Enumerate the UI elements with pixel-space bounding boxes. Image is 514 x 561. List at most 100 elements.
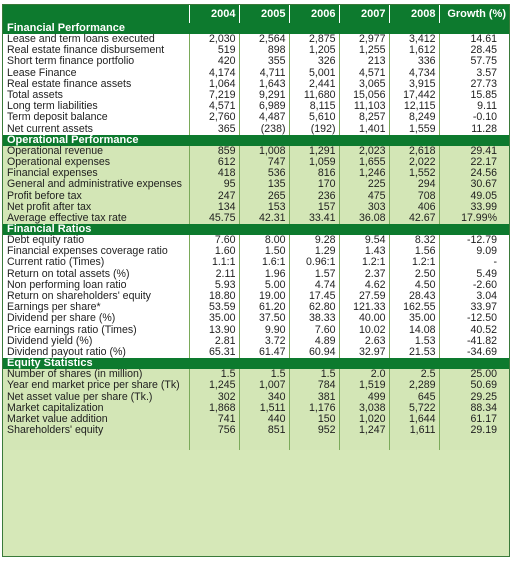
value-cell-2004: 13.90 (188, 324, 239, 336)
value-cell-2008: 2.5 (388, 369, 439, 381)
value-cell-2005: 355 (238, 56, 289, 68)
value-cell-2008: 406 (388, 201, 439, 213)
value-cell-2005: 1,008 (238, 145, 289, 157)
value-cell-2005: (238) (238, 123, 289, 135)
value-cell-2008: 28.43 (388, 290, 439, 303)
value-cell-2005: 9.90 (238, 324, 289, 336)
value-cell-2007: 8,257 (338, 112, 389, 124)
row-label: Real estate finance disbursement (3, 45, 189, 57)
value-cell-2008: 21.53 (388, 346, 439, 359)
row-label: Short term finance portfolio (3, 56, 189, 68)
value-cell-2005: 8.00 (238, 235, 289, 247)
value-cell-2004: 134 (188, 201, 239, 213)
value-cell-2006: 1,059 (288, 156, 339, 169)
table-row: Net current assets 365 (238) (192) 1,401 1,55… (3, 123, 509, 135)
value-cell-2005: 747 (238, 156, 289, 169)
growth-cell: 30.67 (438, 179, 509, 191)
value-cell-2006: 784 (288, 380, 339, 392)
value-cell-2008: 1.56 (388, 246, 439, 258)
row-label: Average effective tax rate (3, 212, 189, 224)
table-row: Market value addition 741 440 150 1,020 1,644… (3, 413, 509, 425)
value-cell-2008: 1,644 (388, 413, 439, 425)
value-cell-2004: 53.59 (188, 302, 239, 314)
value-cell-2006: 1,205 (288, 45, 339, 57)
value-cell-2007: 1,519 (338, 380, 389, 392)
row-label: Year end market price per share (Tk) (3, 380, 189, 392)
value-cell-2006: 1.5 (288, 369, 339, 381)
value-cell-2008: 1.53 (388, 335, 439, 347)
growth-cell: 29.25 (438, 391, 509, 403)
header-growth: Growth (%) (438, 5, 509, 23)
empty-cell (438, 436, 509, 451)
growth-cell: 9.11 (438, 101, 509, 113)
value-cell-2007: 11,103 (338, 101, 389, 113)
value-cell-2005: 61.47 (238, 346, 289, 359)
row-label: Earnings per share* (3, 302, 189, 314)
table-row: Total assets 7,219 9,291 11,680 15,056 17,442… (3, 89, 509, 102)
table-padding-row (3, 436, 509, 451)
value-cell-2008: 12,115 (388, 101, 439, 113)
section-header-financial-ratios: Financial Ratios (3, 224, 509, 235)
value-cell-2006: 1,176 (288, 402, 339, 414)
row-label: Financial expenses coverage ratio (3, 246, 189, 258)
value-cell-2006: 9.28 (288, 235, 339, 247)
value-cell-2005: 1.5 (238, 369, 289, 381)
value-cell-2004: 1.1:1 (188, 257, 239, 269)
section-title: Financial Performance (3, 23, 509, 34)
value-cell-2005: 61.20 (238, 302, 289, 314)
row-label: Net asset value per share (Tk.) (3, 391, 189, 403)
row-label: Return on total assets (%) (3, 268, 189, 280)
value-cell-2004: 612 (188, 156, 239, 169)
row-label: Current ratio (Times) (3, 257, 189, 269)
growth-cell: 49.05 (438, 190, 509, 202)
table-row: Long term liabilities 4,571 6,989 8,115 11,1… (3, 101, 509, 113)
value-cell-2007: 475 (338, 190, 389, 202)
table-row: Operational revenue 859 1,008 1,291 2,023 2,6… (3, 145, 509, 157)
value-cell-2007: 499 (338, 391, 389, 403)
value-cell-2008: 5,722 (388, 402, 439, 414)
row-label: General and administrative expenses (3, 179, 189, 191)
value-cell-2007: 2.63 (338, 335, 389, 347)
value-cell-2004: 420 (188, 56, 239, 68)
value-cell-2007: 121.33 (338, 302, 389, 314)
table-row: Non performing loan ratio 5.93 5.00 4.74 4.6… (3, 279, 509, 291)
value-cell-2008: 3,915 (388, 78, 439, 90)
value-cell-2005: 1,643 (238, 78, 289, 90)
value-cell-2006: 326 (288, 56, 339, 68)
value-cell-2004: 45.75 (188, 212, 239, 224)
value-cell-2004: 247 (188, 190, 239, 202)
value-cell-2005: 340 (238, 391, 289, 403)
value-cell-2008: 336 (388, 56, 439, 68)
value-cell-2008: 8.32 (388, 235, 439, 247)
value-cell-2006: 952 (288, 425, 339, 437)
table-row: Short term finance portfolio 420 355 326 213… (3, 56, 509, 68)
row-label: Dividend payout ratio (%) (3, 346, 189, 359)
table-row: Current ratio (Times) 1.1:1 1.6:1 0.96:1 1.2… (3, 257, 509, 269)
value-cell-2006: 5,001 (288, 67, 339, 79)
value-cell-2005: 19.00 (238, 290, 289, 303)
table-row: Earnings per share* 53.59 61.20 62.80 121.33… (3, 302, 509, 314)
value-cell-2008: 8,249 (388, 112, 439, 124)
growth-cell: 50.69 (438, 380, 509, 392)
value-cell-2006: 33.41 (288, 212, 339, 224)
row-label: Lease Finance (3, 67, 189, 79)
value-cell-2006: 1.57 (288, 268, 339, 280)
value-cell-2007: 2.0 (338, 369, 389, 381)
value-cell-2007: 1,246 (338, 168, 389, 180)
growth-cell: -2.60 (438, 279, 509, 291)
value-cell-2005: 1.50 (238, 246, 289, 258)
value-cell-2007: 3,038 (338, 402, 389, 414)
value-cell-2007: 1.2:1 (338, 257, 389, 269)
value-cell-2008: 35.00 (388, 313, 439, 325)
row-label: Net current assets (3, 123, 189, 135)
header-year-2005: 2005 (238, 5, 289, 23)
value-cell-2004: 756 (188, 425, 239, 437)
row-label: Financial expenses (3, 168, 189, 180)
growth-cell: 61.17 (438, 413, 509, 425)
value-cell-2006: 816 (288, 168, 339, 180)
value-cell-2008: 3,412 (388, 34, 439, 46)
value-cell-2004: 418 (188, 168, 239, 180)
empty-cell (188, 436, 239, 451)
value-cell-2008: 294 (388, 179, 439, 191)
growth-cell: 5.49 (438, 268, 509, 280)
